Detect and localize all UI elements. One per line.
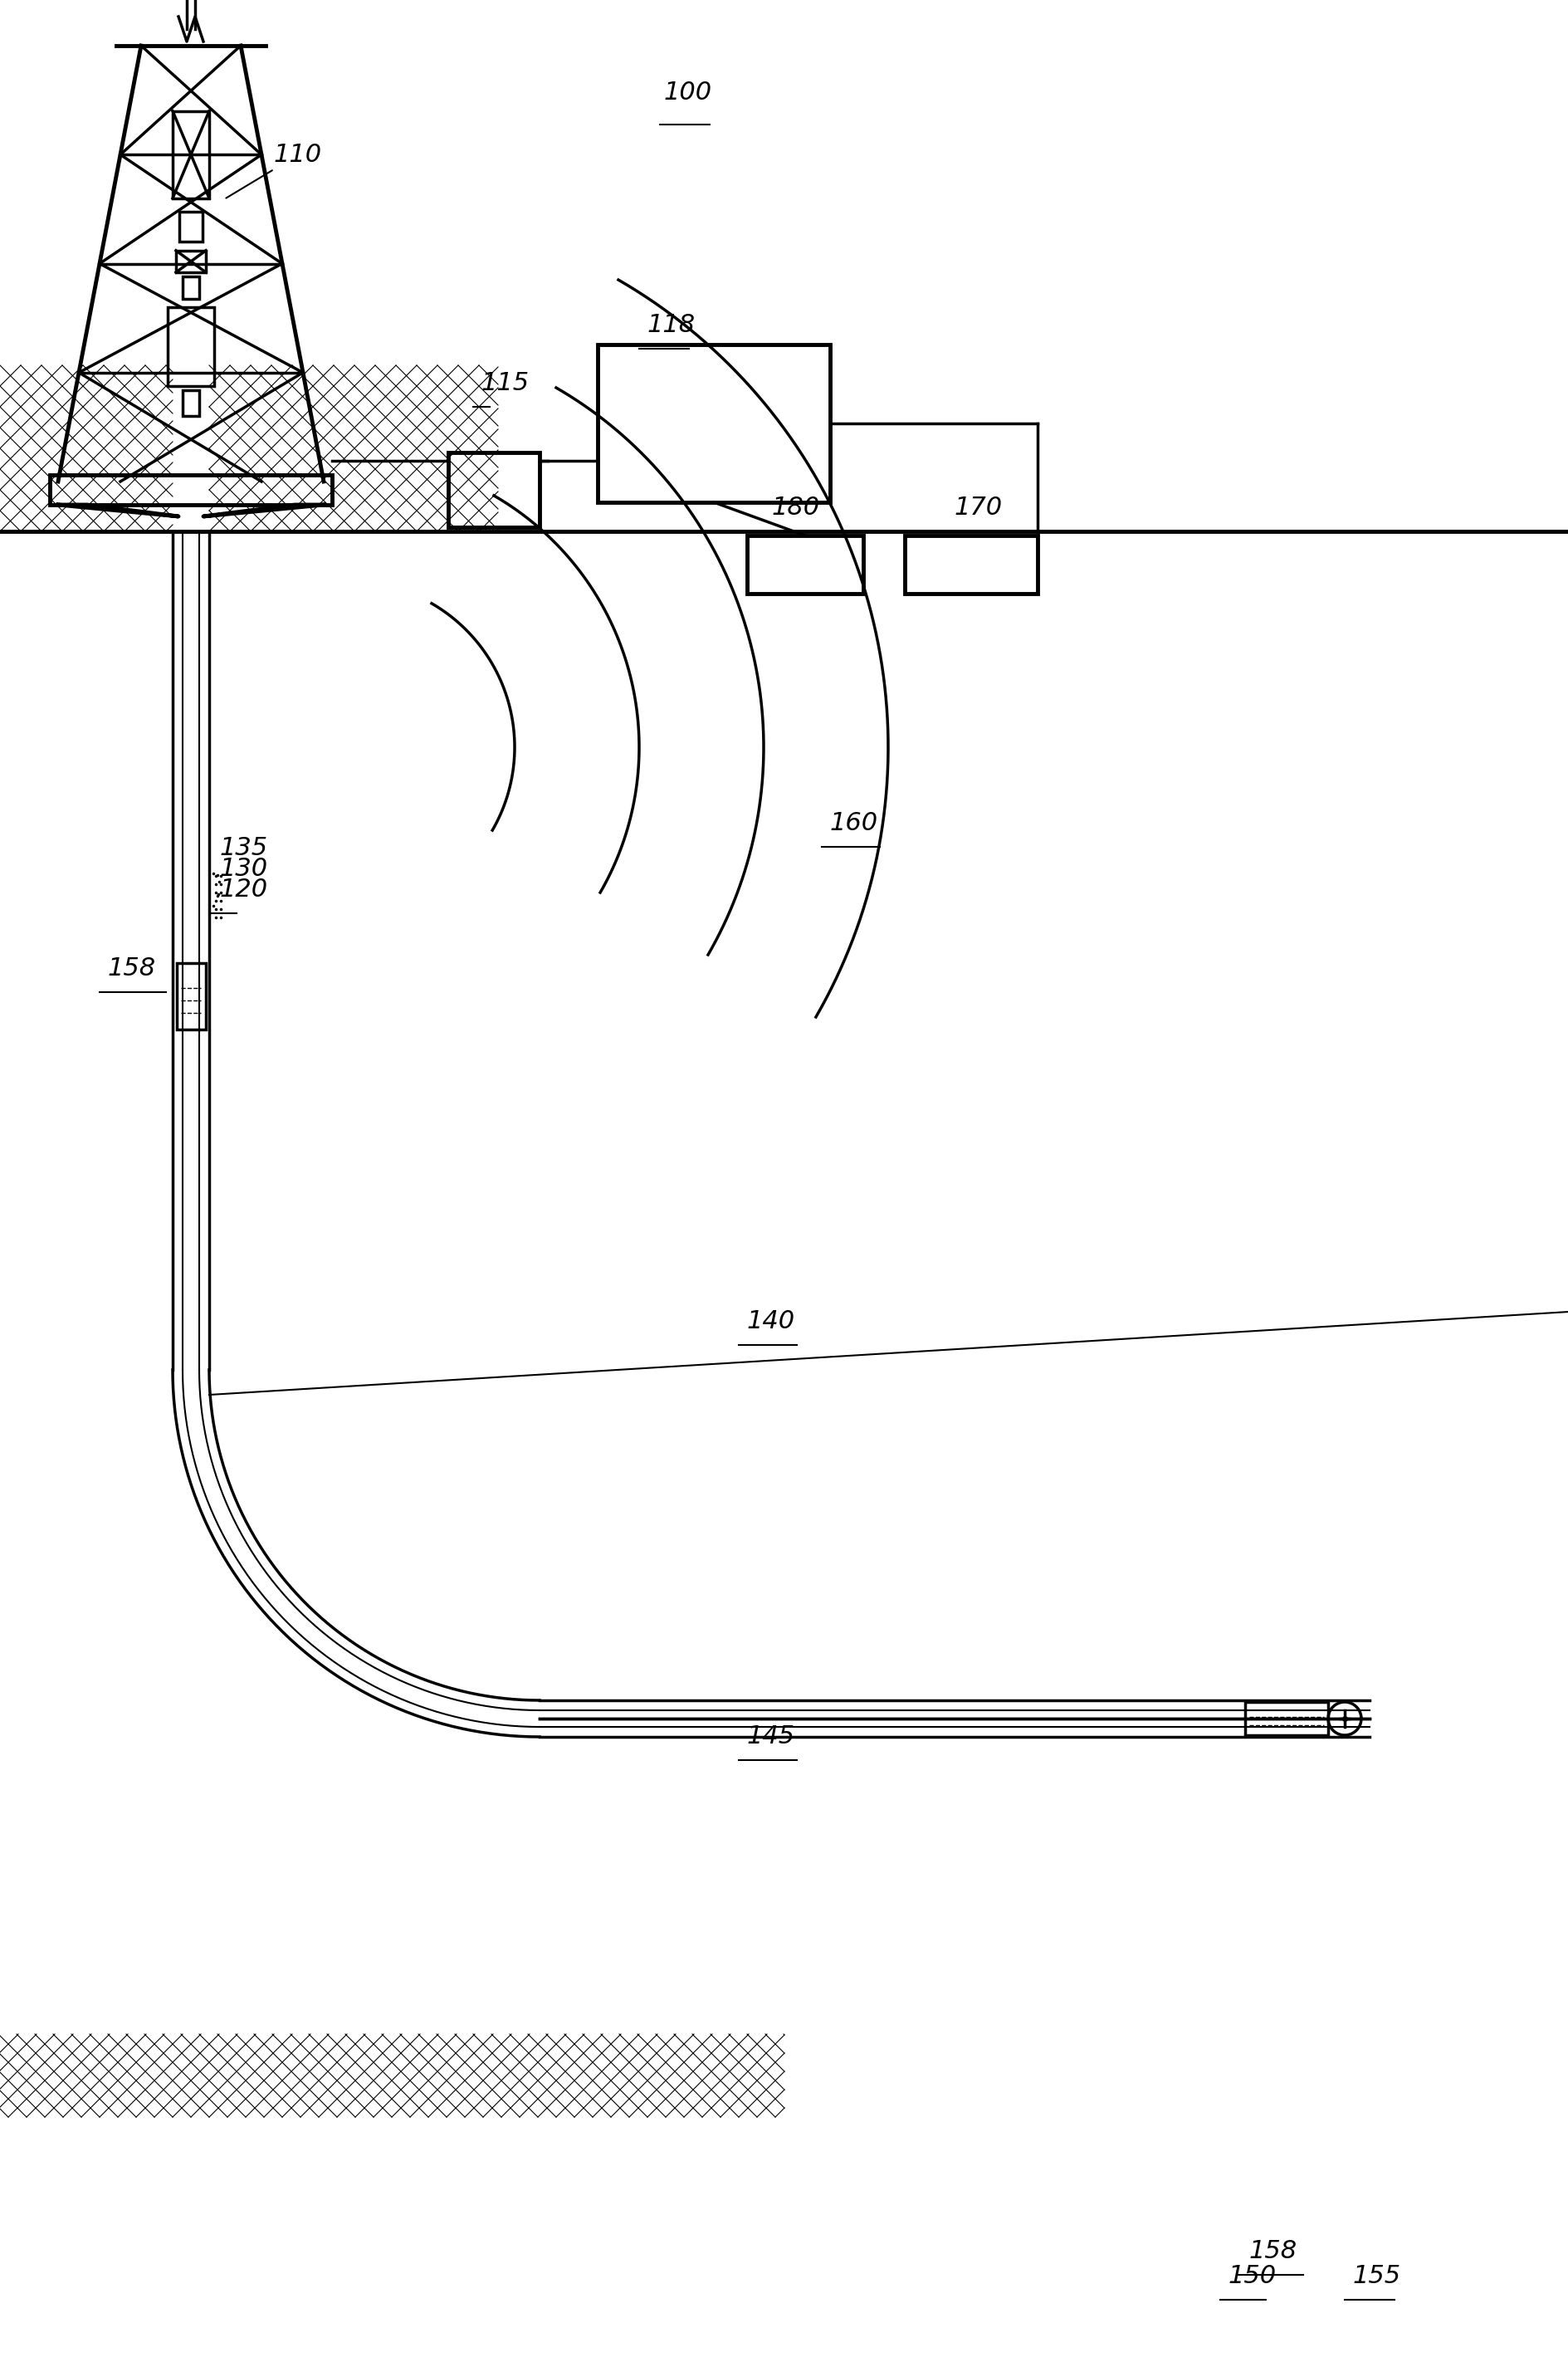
- Bar: [179, 211, 202, 241]
- Polygon shape: [204, 504, 323, 516]
- Text: 158: 158: [108, 956, 157, 980]
- Text: 110: 110: [226, 142, 321, 199]
- Bar: [448, 452, 539, 528]
- Bar: [597, 346, 829, 502]
- Text: 155: 155: [1352, 2265, 1400, 2289]
- Text: 130: 130: [220, 857, 268, 881]
- Text: 160: 160: [829, 812, 878, 836]
- Text: 100: 100: [663, 80, 712, 104]
- Text: 158: 158: [1248, 2239, 1297, 2263]
- Text: 170: 170: [953, 495, 1002, 521]
- Bar: [176, 251, 205, 272]
- Text: 120: 120: [220, 878, 268, 902]
- Text: 150: 150: [1228, 2265, 1276, 2289]
- Bar: [50, 476, 332, 504]
- Bar: [172, 111, 209, 199]
- Text: 140: 140: [746, 1309, 795, 1333]
- Text: 180: 180: [771, 495, 820, 521]
- Bar: [177, 963, 205, 1030]
- Bar: [905, 535, 1036, 594]
- Text: 118: 118: [648, 312, 695, 336]
- Bar: [1245, 1702, 1328, 1735]
- Text: 145: 145: [746, 1726, 795, 1749]
- Bar: [168, 308, 215, 386]
- Bar: [182, 277, 199, 298]
- Text: 115: 115: [481, 372, 530, 395]
- Bar: [182, 391, 199, 417]
- Text: 135: 135: [220, 836, 268, 859]
- Bar: [746, 535, 862, 594]
- Polygon shape: [58, 504, 179, 516]
